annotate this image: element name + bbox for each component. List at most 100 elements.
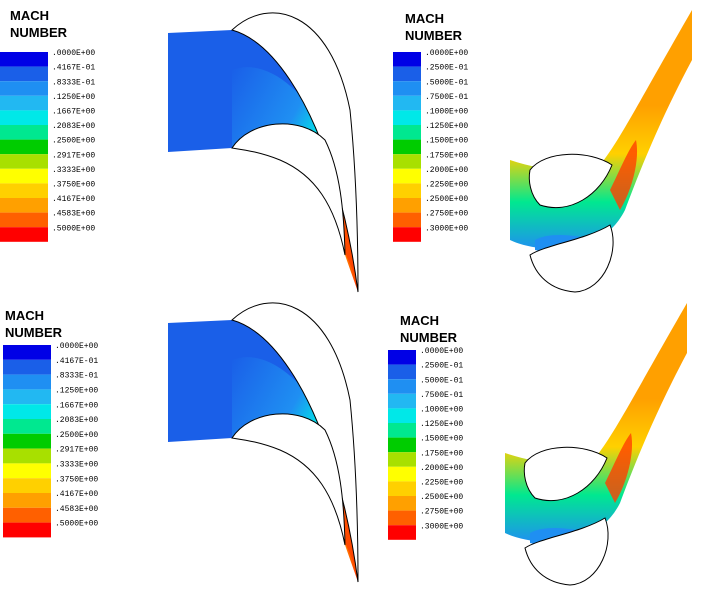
legend-swatch	[3, 463, 51, 479]
legend-swatch	[388, 510, 416, 526]
legend-swatch	[3, 404, 51, 419]
legend-swatch	[393, 81, 421, 96]
legend-label: .2917E+00	[52, 151, 95, 160]
legend-swatch	[388, 525, 416, 540]
legend-swatch	[393, 198, 421, 213]
legend-swatch	[388, 452, 416, 467]
legend-label: .2500E-01	[425, 64, 468, 73]
legend-label: .2750E+00	[420, 508, 463, 517]
legend-swatch	[0, 198, 48, 213]
legend-swatch	[0, 154, 48, 169]
legend-label: .1750E+00	[425, 151, 468, 160]
legend-label: .5000E+00	[52, 224, 95, 233]
legend-label: .3000E+00	[420, 522, 463, 531]
legend-label: .0000E+00	[425, 49, 468, 58]
legend-label: .1667E+00	[52, 108, 95, 117]
legend-label: .4167E-01	[52, 64, 95, 73]
legend-swatch	[388, 364, 416, 380]
legend-label: .2083E+00	[55, 416, 98, 425]
legend-label: .8333E-01	[55, 372, 98, 381]
legend-label: .5000E+00	[55, 520, 98, 529]
legend-title: MACH	[10, 8, 49, 23]
legend-swatch	[0, 110, 48, 125]
legend-label: .1250E+00	[55, 387, 98, 396]
legend-swatch	[3, 493, 51, 508]
legend-label: .3333E+00	[52, 166, 95, 175]
legend-label: .7500E-01	[425, 93, 468, 102]
legend-swatch	[393, 183, 421, 198]
legend-title: MACH	[405, 11, 444, 26]
legend-label: .2250E+00	[420, 479, 463, 488]
legend-label: .5000E-01	[425, 78, 468, 87]
legend-swatch	[0, 212, 48, 228]
legend-swatch	[0, 66, 48, 82]
legend-swatch	[0, 81, 48, 96]
legend-swatch	[0, 95, 48, 111]
legend-label: .2500E+00	[425, 195, 468, 204]
legend-swatch	[388, 393, 416, 409]
legend-label: .4583E+00	[55, 505, 98, 514]
legend-label: .4167E+00	[52, 195, 95, 204]
legend-swatch	[388, 379, 416, 394]
flow-field	[510, 10, 692, 250]
legend-label: .1000E+00	[420, 406, 463, 415]
lower-blade	[231, 123, 346, 256]
legend-swatch	[0, 168, 48, 184]
legend-swatch	[393, 227, 421, 242]
legend-label: .2500E+00	[55, 431, 98, 440]
legend-label: .2500E-01	[420, 362, 463, 371]
legend-label: .4167E-01	[55, 357, 98, 366]
legend-swatch	[388, 466, 416, 482]
legend-swatch	[3, 507, 51, 523]
legend-swatch	[3, 522, 51, 538]
legend-swatch	[0, 139, 48, 155]
legend-label: .2250E+00	[425, 181, 468, 190]
legend-swatch	[3, 419, 51, 434]
legend-label: .1667E+00	[55, 401, 98, 410]
legend-swatch	[388, 496, 416, 511]
legend-swatch	[3, 359, 51, 375]
legend-label: .4167E+00	[55, 490, 98, 499]
legend-swatch	[0, 52, 48, 67]
legend-label: .7500E-01	[420, 391, 463, 400]
legend-label: .0000E+00	[55, 342, 98, 351]
legend-swatch	[3, 448, 51, 464]
legend-label: .2917E+00	[55, 446, 98, 455]
legend-label: .1250E+00	[425, 122, 468, 131]
legend-label: .1500E+00	[420, 435, 463, 444]
legend-label: .8333E-01	[52, 78, 95, 87]
legend-title: NUMBER	[405, 28, 463, 43]
legend-swatch	[3, 478, 51, 493]
legend-label: .1250E+00	[52, 93, 95, 102]
legend-title: MACH	[400, 313, 439, 328]
legend-swatch	[388, 408, 416, 423]
legend-swatch	[393, 139, 421, 155]
legend-swatch	[3, 345, 51, 360]
cascade-plot	[167, 302, 359, 583]
legend-swatch	[0, 227, 48, 242]
legend-label: .0000E+00	[420, 347, 463, 356]
legend-swatch	[393, 110, 421, 125]
legend-swatch	[393, 125, 421, 140]
legend-label: .4583E+00	[52, 210, 95, 219]
legend-swatch	[3, 433, 51, 449]
legend-swatch	[388, 437, 416, 453]
legend-swatch	[388, 481, 416, 496]
legend-label: .2500E+00	[52, 137, 95, 146]
legend-swatch	[3, 374, 51, 390]
lower-blade	[529, 224, 614, 293]
legend-label: .1500E+00	[425, 137, 468, 146]
legend-label: .3000E+00	[425, 224, 468, 233]
legend-label: .2083E+00	[52, 122, 95, 131]
legend-label: .0000E+00	[52, 49, 95, 58]
legend-label: .3750E+00	[55, 475, 98, 484]
legend-swatch	[393, 154, 421, 169]
legend-title: NUMBER	[400, 330, 458, 345]
legend-swatch	[0, 125, 48, 140]
cascade-plot	[510, 10, 692, 293]
legend-label: .1250E+00	[420, 420, 463, 429]
cascade-plot	[168, 12, 359, 293]
legend-label: .2000E+00	[420, 464, 463, 473]
legend-label: .5000E-01	[420, 376, 463, 385]
